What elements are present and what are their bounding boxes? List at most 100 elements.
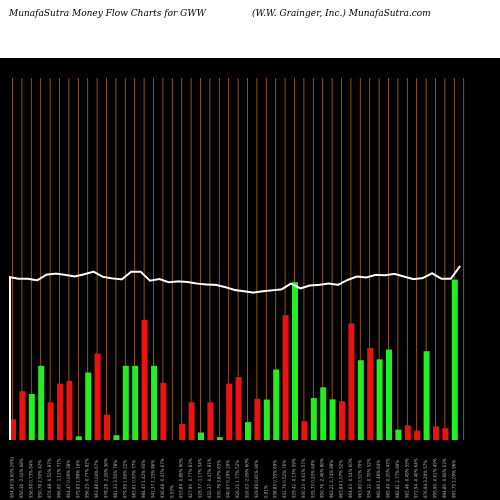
money-flow-bar [414, 430, 421, 440]
money-flow-bar [38, 365, 45, 440]
x-tick-label: 956.36 -2.02% 68% [19, 458, 24, 498]
x-tick-label: 994.80 -0.66% 63% [442, 458, 447, 498]
plot-area: 904.99 (9.60% 26%) 956.36 -2.02% 68% 936.9… [0, 58, 500, 500]
money-flow-bar [151, 365, 157, 440]
money-flow-bar [104, 414, 110, 440]
x-tick-label: 963.84 1.07% 52% [339, 460, 344, 498]
money-flow-bar [57, 383, 63, 440]
money-flow-bar [376, 359, 383, 440]
chart-subtitle: (W.W. Grainger, Inc.) MunafaSutra.com [252, 9, 431, 19]
x-tick-label: 904.99 (9.60% 26%) [10, 456, 15, 498]
x-tick-label: 950.76 -2.46% 86% [320, 458, 325, 498]
x-tick-label: 983.61 0.97% 77% [132, 460, 137, 498]
x-tick-label: 926.21 1.77% 52% [235, 460, 240, 498]
money-flow-bar [367, 347, 374, 440]
money-flow-bar [339, 401, 345, 440]
x-tick-label: 954.12 -0.70% 52% [367, 458, 372, 498]
money-flow-bar [254, 398, 261, 440]
chart-header: MunafaSutra Money Flow Charts for GWW (W… [0, 0, 500, 58]
x-tick-label: 966.00 -1.12% 71% [57, 458, 62, 498]
x-tick-label: 930.23 -0.61% 57% [301, 458, 306, 498]
money-flow-bar [310, 398, 317, 440]
x-tick-label: 964.47 0.09% 38% [66, 460, 71, 498]
x-tick-label: 933.84 -0.89% 90% [179, 458, 184, 498]
x-tick-label: 932.79 0.52% 76% [282, 460, 287, 498]
x-tick-label: 938.83 0.35% 69% [273, 460, 278, 498]
x-tick-label: 993.75 1.09% 96% [451, 460, 456, 498]
money-flow-bar [235, 377, 242, 440]
money-flow-bar [292, 282, 298, 440]
x-tick-label: 950.76 2.50% 42% [38, 460, 43, 498]
x-tick-label: 976.94 3.29% 57% [423, 460, 428, 498]
x-tick-label: 929.89 0.81% 90% [254, 460, 259, 498]
money-flow-bar [329, 399, 336, 440]
x-tick-label: 984.47 1.42% 93% [141, 460, 146, 498]
money-flow-bar [28, 393, 35, 440]
money-flow-bar [226, 383, 233, 440]
money-flow-bar [451, 279, 458, 440]
x-tick-label: 995.90 -0.61% 45% [433, 458, 438, 498]
money-flow-bar [433, 426, 439, 440]
money-flow-bar [19, 391, 26, 440]
money-flow-bar [216, 437, 223, 440]
x-tick-label: 978.28 -2.26% 36% [104, 458, 109, 498]
money-flow-chart: 904.99 (9.60% 26%) 956.36 -2.02% 68% 936.9… [9, 78, 465, 498]
x-tick-label: 926.03 -2.09% 60% [245, 458, 250, 498]
x-tick-label: 941.37 1.33% 86% [151, 460, 156, 498]
x-tick-label: 982.81 2.77% 89% [395, 460, 400, 498]
x-tick-label: 962.21 2.74% 88% [329, 460, 334, 498]
x-tick-label: 963.88 0.04% 67% [94, 460, 99, 498]
money-flow-bar [66, 380, 73, 440]
x-tick-label: 932.37 -0.47% 81% [207, 458, 212, 498]
money-flow-bar [94, 353, 101, 440]
x-tick-label: 935.73 0.93% 64% [310, 460, 315, 498]
money-flow-bar [132, 365, 139, 440]
chart-title: MunafaSutra Money Flow Charts for GWW [9, 9, 206, 19]
x-tick-label: 971.94 -0.40% 64% [414, 458, 419, 498]
money-flow-bar [320, 387, 327, 440]
money-flow-bar [386, 349, 392, 440]
x-tick-label: 962.46 -0.45% 55% [404, 458, 409, 498]
money-flow-bar [179, 424, 186, 440]
money-flow-bar [245, 422, 251, 440]
x-tick-label: 936.98 0.73% 84% [28, 460, 33, 498]
money-flow-bar [198, 432, 204, 440]
x-tick-label: 963.80 0.51% 70% [357, 460, 362, 498]
x-tick-label: 936.68 -0.47% 67% [160, 458, 165, 498]
money-flow-bar [207, 402, 214, 440]
x-tick-label: 975.83 1.99% 16% [75, 460, 80, 498]
money-flow-bar [357, 360, 364, 440]
x-tick-label: 956.23 -0.77% 82% [85, 458, 90, 498]
money-flow-bar [273, 369, 280, 440]
x-tick-label: 0.03% [169, 485, 174, 498]
x-tick-label: 927.90 -0.77% 83% [188, 458, 193, 498]
x-tick-label: 964.03 -0.54% 60% [348, 458, 353, 498]
money-flow-bar [75, 436, 82, 440]
money-flow-bar [113, 435, 120, 440]
money-flow-bar [141, 319, 148, 440]
money-flow-bar [122, 365, 129, 440]
money-flow-bar [301, 421, 308, 440]
x-tick-label: 974.48 -0.52% 87% [47, 458, 52, 498]
money-flow-bar [85, 372, 92, 440]
money-flow-bar [160, 382, 167, 440]
money-flow-bar [423, 351, 430, 440]
money-flow-bar [442, 428, 449, 440]
x-tick-label: 930.76 3.87% 63% [216, 460, 221, 498]
x-tick-label: 940.67 0.29% 29% [226, 460, 231, 498]
x-tick-label: 928.37 -1.17% 54% [198, 458, 203, 498]
money-flow-bar [47, 402, 54, 440]
x-tick-label: 0.81% [263, 485, 268, 498]
x-tick-label: 929.42 -0.13% 59% [292, 458, 297, 498]
price-line [9, 265, 462, 440]
x-tick-label: 960.96 1.48% 64% [376, 460, 381, 498]
x-tick-label: 981.33 3.50% 78% [113, 460, 118, 498]
x-tick-label: 979.09 1.60% 22% [122, 460, 127, 498]
money-flow-bar [282, 315, 289, 440]
money-flow-bar [10, 419, 16, 440]
money-flow-bar [404, 425, 411, 440]
money-flow-bar [188, 402, 195, 440]
x-tick-label: 965.49 -0.20% 47% [386, 458, 391, 498]
money-flow-bar [348, 323, 355, 440]
